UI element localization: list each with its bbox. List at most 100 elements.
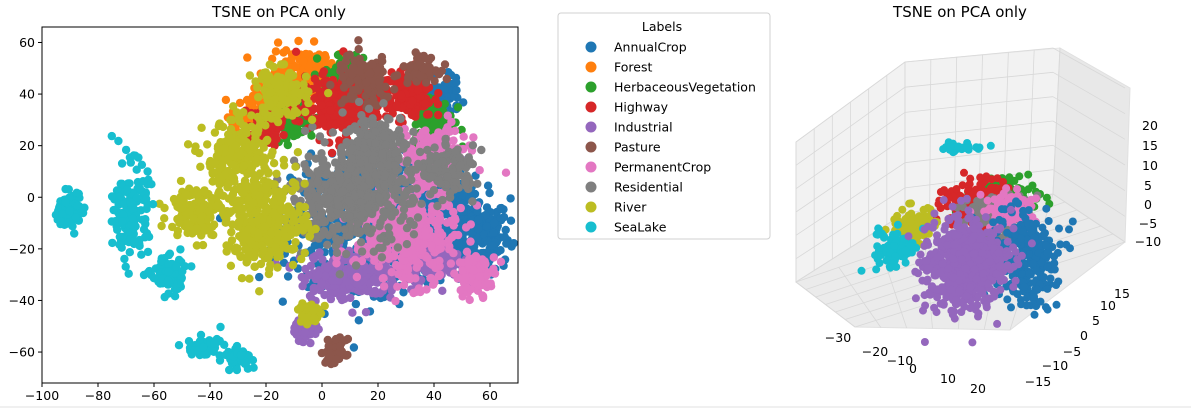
point [450, 230, 459, 240]
point [218, 122, 228, 132]
point [342, 277, 352, 286]
point [466, 237, 475, 246]
point [402, 240, 412, 249]
point [345, 50, 354, 59]
point [449, 136, 458, 145]
point [489, 253, 498, 262]
chart-2d: TSNE on PCA only −100 −80 −60 −40 −20 0 20 40 60… [9, 3, 519, 403]
point [371, 138, 380, 148]
point [442, 125, 451, 135]
point [308, 253, 318, 262]
point [292, 108, 302, 118]
point [265, 88, 274, 98]
point [350, 192, 359, 201]
point [496, 204, 505, 213]
point [333, 168, 343, 178]
point [427, 241, 436, 250]
point [419, 170, 429, 179]
point [438, 286, 447, 295]
point [368, 60, 377, 69]
point [328, 128, 338, 137]
point [337, 154, 346, 163]
point [375, 78, 384, 87]
point [396, 216, 405, 225]
point [380, 181, 389, 191]
point [392, 71, 402, 80]
point [338, 287, 348, 296]
point [263, 135, 272, 145]
point [387, 268, 396, 277]
point [371, 127, 380, 136]
point [481, 210, 490, 220]
point [489, 228, 498, 237]
point [428, 260, 437, 269]
point [475, 166, 484, 175]
point [310, 241, 319, 250]
point [417, 199, 426, 208]
point [392, 101, 401, 111]
point [290, 327, 299, 337]
point [229, 102, 238, 111]
point [346, 91, 356, 100]
point [317, 101, 326, 110]
point [359, 116, 368, 125]
point [431, 95, 440, 104]
point [442, 74, 451, 84]
point [321, 271, 330, 281]
point [356, 130, 365, 139]
point [469, 133, 478, 142]
point [323, 335, 332, 345]
point [314, 270, 323, 280]
point [319, 226, 329, 236]
point [460, 273, 470, 283]
point [447, 117, 456, 127]
point [288, 71, 298, 80]
point [283, 272, 293, 281]
point [407, 110, 416, 120]
point [342, 249, 351, 259]
point [468, 141, 478, 150]
point [401, 178, 410, 187]
point [262, 78, 271, 88]
point [466, 157, 475, 166]
point [291, 47, 301, 56]
point [360, 143, 369, 153]
point [441, 134, 450, 144]
point [424, 110, 433, 119]
point [309, 37, 319, 46]
point [434, 245, 444, 254]
point [269, 62, 278, 72]
point [430, 143, 439, 152]
point [370, 286, 380, 296]
point [487, 241, 497, 250]
point [413, 86, 423, 95]
point [472, 253, 481, 262]
point [379, 99, 388, 108]
point [409, 220, 418, 230]
point [351, 261, 361, 270]
point [332, 355, 342, 364]
point [246, 100, 256, 109]
point [461, 175, 470, 185]
point [379, 131, 389, 141]
point [356, 211, 365, 221]
point [379, 282, 389, 291]
point [326, 294, 336, 304]
point [324, 194, 334, 203]
point [434, 110, 443, 120]
point [478, 293, 488, 303]
point [501, 225, 510, 235]
point [485, 188, 494, 198]
point [335, 342, 345, 351]
chart-2d-points [51, 36, 518, 375]
point [429, 135, 438, 145]
point [461, 223, 471, 232]
point [414, 284, 424, 293]
point [416, 71, 425, 81]
point [400, 139, 409, 148]
point [362, 224, 371, 233]
point [353, 76, 362, 85]
point [501, 168, 511, 177]
point [300, 126, 310, 136]
point [506, 194, 515, 203]
